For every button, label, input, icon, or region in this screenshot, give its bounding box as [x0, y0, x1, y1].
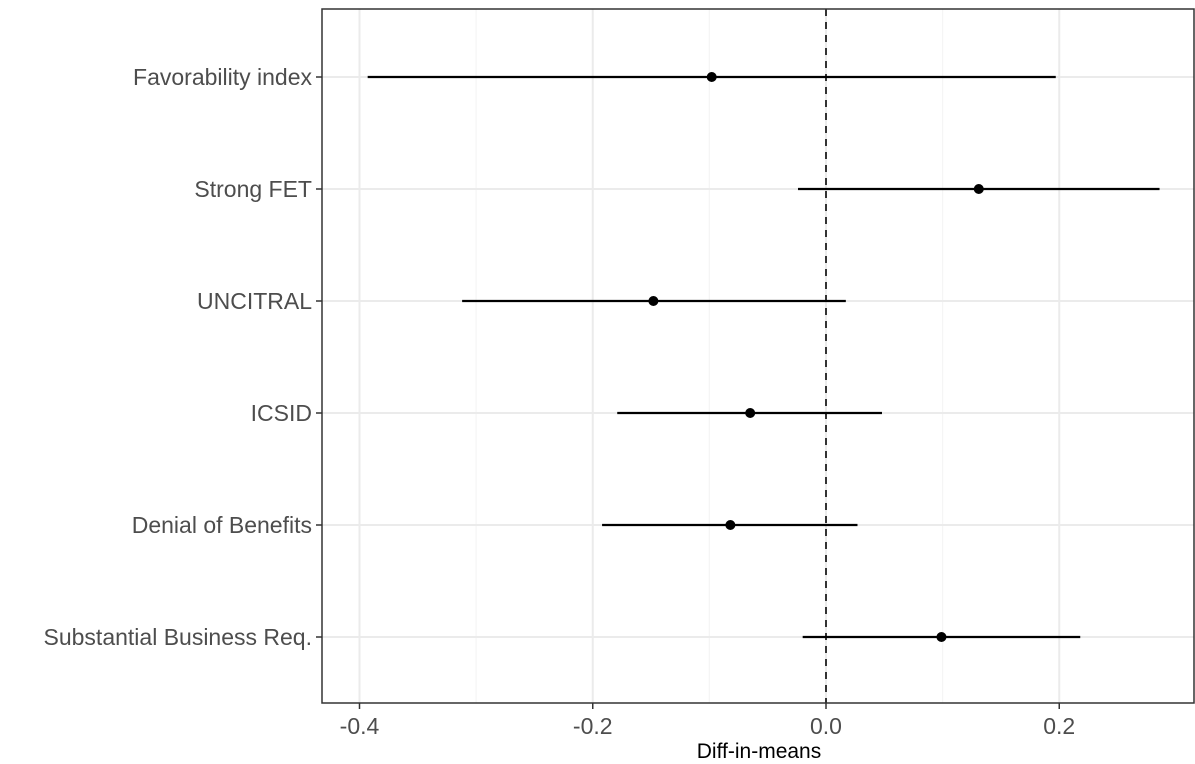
point-estimate: [745, 408, 756, 418]
x-tick-label: 0.0: [810, 713, 842, 739]
x-tick-label: -0.2: [573, 713, 613, 739]
y-tick-label: Strong FET: [194, 176, 312, 202]
point-estimate: [973, 184, 984, 194]
point-estimate: [648, 296, 659, 306]
y-tick-label: Substantial Business Req.: [44, 624, 313, 650]
y-tick-label: ICSID: [251, 400, 312, 426]
point-estimate: [936, 632, 947, 642]
x-tick-label: -0.4: [340, 713, 380, 739]
x-axis-title: Diff-in-means: [697, 740, 821, 763]
x-tick-label: 0.2: [1043, 713, 1075, 739]
data-marks: [367, 72, 1160, 642]
axes: Favorability index Strong FET UNCITRAL ICSI…: [44, 64, 1076, 739]
panel-border: [321, 8, 1195, 704]
y-tick-label: Favorability index: [133, 64, 312, 90]
point-estimate: [725, 520, 736, 530]
y-tick-label: Denial of Benefits: [132, 512, 312, 538]
point-estimate: [706, 72, 717, 82]
y-tick-label: UNCITRAL: [197, 288, 312, 314]
